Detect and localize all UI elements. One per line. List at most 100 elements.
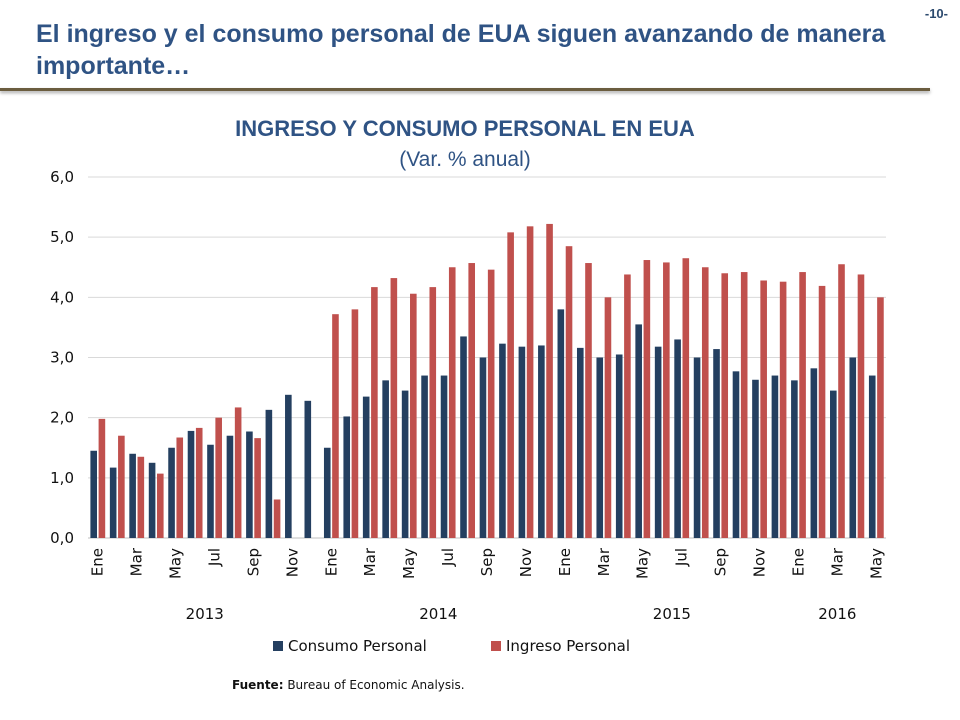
year-label: 2013 [186,605,224,623]
bar-consumo [791,380,798,538]
bar-consumo [868,375,876,538]
bar-consumo [499,343,506,538]
bar-ingreso [215,417,222,538]
y-tick-label: 3,0 [50,349,74,367]
bar-consumo [830,390,837,538]
x-tick-label: Nov [283,548,301,577]
year-labels: 2013 2014 2015 2016 [186,605,857,623]
y-tick-label: 5,0 [50,228,74,246]
bar-ingreso [507,232,514,538]
bar-consumo [265,409,273,538]
bar-ingreso [838,264,845,538]
bar-ingreso [877,297,884,538]
bar-ingreso [410,293,417,538]
bars [90,223,884,539]
x-tick-label: Ene [789,548,807,576]
x-tick-label: Mar [595,547,613,576]
page-number: -10- [924,6,948,21]
bar-consumo [440,375,448,538]
bar-ingreso [234,407,242,538]
bar-ingreso [546,223,553,538]
bar-consumo [304,400,312,538]
bar-consumo [109,467,117,538]
bar-ingreso [740,272,748,538]
bar-consumo [732,371,740,538]
bar-consumo [752,379,759,538]
bar-consumo [635,324,642,538]
y-tick-label: 2,0 [50,409,74,427]
bar-ingreso [351,309,359,538]
bar-ingreso [857,274,865,538]
bar-consumo [90,450,97,538]
y-tick-label: 6,0 [50,168,74,186]
bar-consumo [421,375,428,538]
bar-ingreso [156,473,164,538]
bar-consumo [362,396,370,538]
y-axis: 0,0 1,0 2,0 3,0 4,0 5,0 6,0 [50,168,74,547]
bar-ingreso [779,281,787,538]
bar-ingreso [390,278,398,538]
bar-ingreso [682,258,690,538]
chart-subtitle: (Var. % anual) [399,148,531,171]
bar-ingreso [818,285,826,538]
y-tick-label: 1,0 [50,469,74,487]
source-label: Fuente: [232,678,284,692]
bar-consumo [810,368,818,538]
x-tick-label: Nov [750,548,768,577]
bar-ingreso [701,267,709,538]
bar-consumo [674,339,681,538]
x-tick-label: Mar [361,547,379,576]
bar-ingreso [273,499,281,538]
bar-ingreso [604,297,612,538]
source-text: Bureau of Economic Analysis. [287,678,465,692]
bar-consumo [518,346,526,538]
bar-consumo [771,375,779,538]
bar-consumo [596,357,604,538]
bar-consumo [479,357,487,538]
bar-consumo [246,431,253,538]
bar-consumo [187,430,195,538]
bar-ingreso [98,418,106,538]
chart-title: INGRESO Y CONSUMO PERSONAL EN EUA [235,116,695,141]
bar-ingreso [429,287,437,538]
x-tick-label: Nov [517,548,535,577]
bar-ingreso [643,260,651,538]
bar-ingreso [137,456,145,538]
x-tick-label: May [400,548,418,579]
legend: Consumo Personal Ingreso Personal [273,637,630,655]
bar-consumo [382,380,389,538]
slide-title: El ingreso y el consumo personal de EUA … [36,20,886,80]
bar-ingreso [487,269,495,538]
year-label: 2015 [653,605,691,623]
legend-label: Consumo Personal [288,637,427,655]
bar-consumo [460,336,467,538]
bar-consumo [148,462,156,538]
x-tick-label: May [867,548,885,579]
bar-consumo [323,447,331,538]
x-tick-label: May [634,548,652,579]
legend-label: Ingreso Personal [506,637,630,655]
x-tick-label: Jul [206,548,224,567]
bar-consumo [343,416,351,538]
bar-consumo [129,453,136,538]
bar-ingreso [332,314,339,538]
bar-consumo [654,346,662,538]
x-tick-label: Sep [244,548,262,576]
x-tick-label: Ene [89,548,107,576]
bar-ingreso [624,274,631,538]
bar-ingreso [176,437,184,538]
y-tick-label: 4,0 [50,288,74,306]
bar-ingreso [663,262,670,538]
source-note: Fuente: Bureau of Economic Analysis. [232,678,465,692]
bar-consumo [693,357,701,538]
bar-consumo [168,447,175,538]
bar-consumo [557,309,565,538]
bar-ingreso [526,226,534,538]
bar-ingreso [448,267,456,538]
y-tick-label: 0,0 [50,529,74,547]
bar-ingreso [254,438,261,538]
bar-ingreso [371,287,378,538]
bar-consumo [849,357,857,538]
bar-ingreso [468,263,476,538]
x-axis: Ene Mar May Jul Sep Nov Ene Mar May Jul Sep Nov Ene M… [89,547,886,579]
